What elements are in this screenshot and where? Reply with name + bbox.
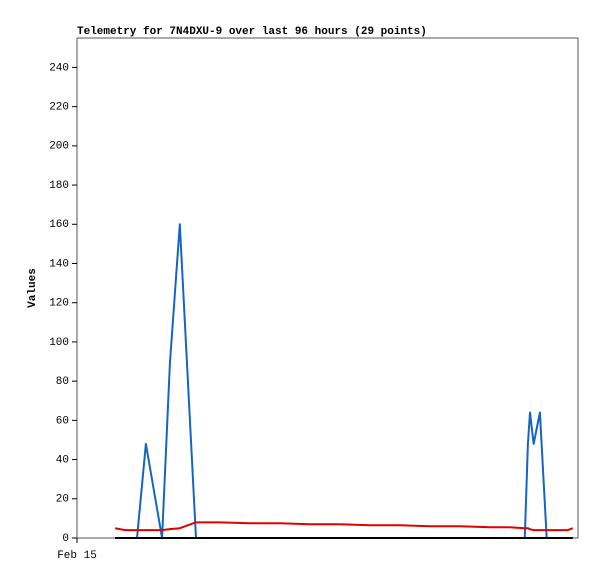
y-tick-label: 20: [56, 494, 69, 506]
plot-frame: [76, 37, 579, 539]
y-tick-label: 220: [49, 102, 69, 114]
y-tick-label: 80: [56, 376, 69, 388]
y-tick-label: 0: [62, 533, 69, 545]
y-tick-label: 60: [56, 415, 69, 427]
y-tick-label: 120: [49, 298, 69, 310]
y-tick-label: 240: [49, 62, 69, 74]
y-tick-label: 200: [49, 141, 69, 153]
y-tick-label: 100: [49, 337, 69, 349]
y-tick-label: 40: [56, 454, 69, 466]
chart-title: Telemetry for 7N4DXU-9 over last 96 hour…: [77, 26, 427, 38]
y-tick-label: 180: [49, 180, 69, 192]
y-tick-label: 140: [49, 258, 69, 270]
series-line: [115, 223, 573, 539]
y-tick-label: 160: [49, 219, 69, 231]
y-axis-label: Values: [27, 268, 39, 308]
x-tick-label: Feb 15: [57, 550, 97, 562]
series-line: [114, 521, 574, 532]
